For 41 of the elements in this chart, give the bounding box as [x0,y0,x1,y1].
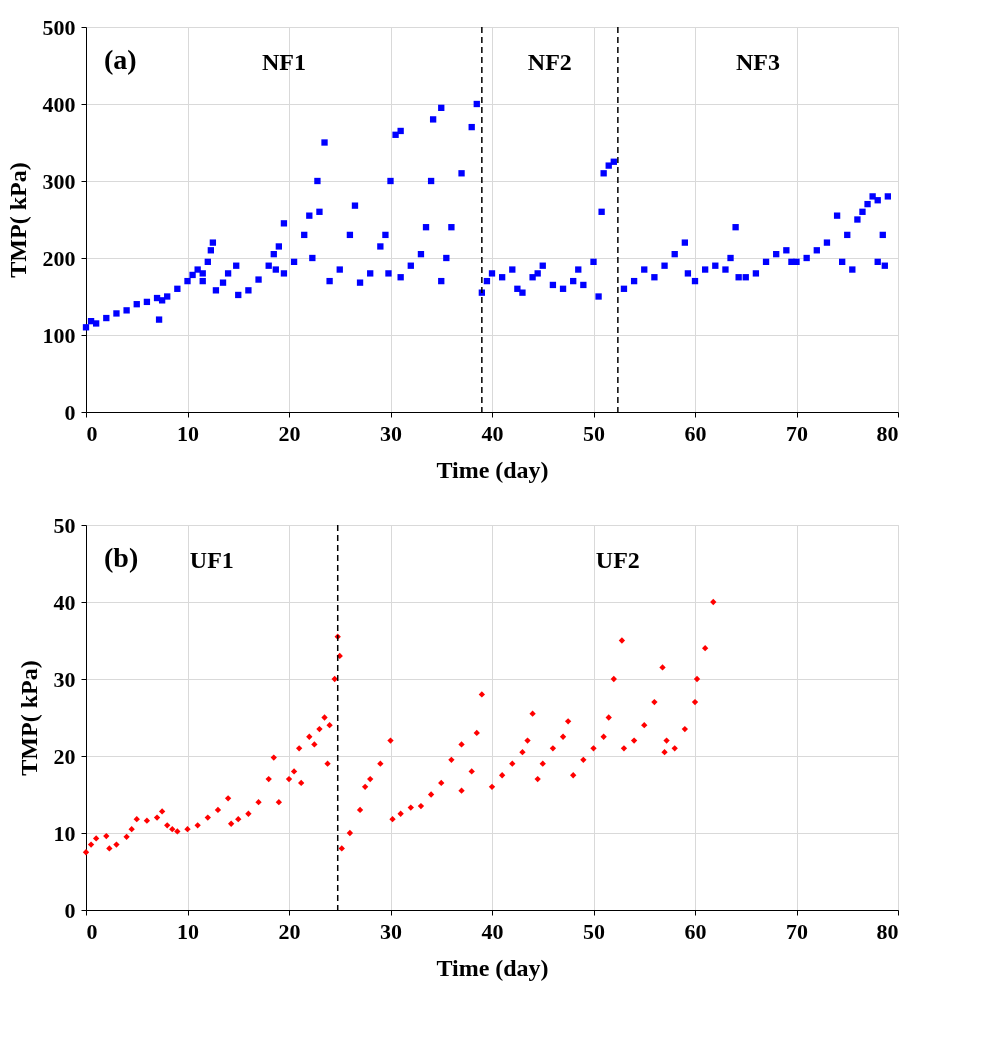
annotation: UF2 [595,547,640,573]
x-tick-label: 40 [481,420,504,446]
x-tick-label: 20 [278,420,301,446]
x-axis-title: Time (day) [436,456,549,483]
x-tick-label: 70 [786,918,808,944]
annotation: NF3 [735,49,780,75]
y-tick-label: 20 [53,743,76,769]
y-tick-label: 30 [53,666,76,692]
x-tick-label: 60 [684,420,707,446]
x-tick-label: 10 [177,420,199,446]
y-axis-title: TMP( kPa) [4,162,31,278]
y-tick-label: 300 [42,168,76,194]
x-tick-label: 20 [278,918,301,944]
y-tick-label: 0 [64,897,76,923]
x-tick-label: 80 [876,918,899,944]
x-tick-label: 0 [86,918,98,944]
y-tick-label: 500 [42,14,76,40]
y-tick-label: 100 [42,322,76,348]
y-tick-label: 200 [42,245,76,271]
x-tick-label: 50 [583,918,605,944]
annotation: NF1 [261,49,306,75]
y-tick-label: 400 [42,91,76,117]
y-tick-label: 50 [53,512,76,538]
x-tick-label: 0 [86,420,98,446]
x-tick-label: 50 [583,420,605,446]
annotation: NF2 [527,49,572,75]
annotation: (b) [104,542,139,573]
x-tick-label: 40 [481,918,504,944]
x-tick-label: 30 [380,420,402,446]
x-tick-label: 30 [380,918,402,944]
y-axis-title: TMP( kPa) [15,660,42,776]
x-tick-label: 60 [684,918,707,944]
y-tick-label: 10 [53,820,76,846]
x-axis-title: Time (day) [436,954,549,981]
annotation: UF1 [189,547,234,573]
x-tick-label: 80 [876,420,899,446]
x-tick-label: 10 [177,918,199,944]
y-tick-label: 0 [64,399,76,425]
annotation: (a) [104,44,137,75]
x-tick-label: 70 [786,420,808,446]
y-tick-label: 40 [53,589,76,615]
